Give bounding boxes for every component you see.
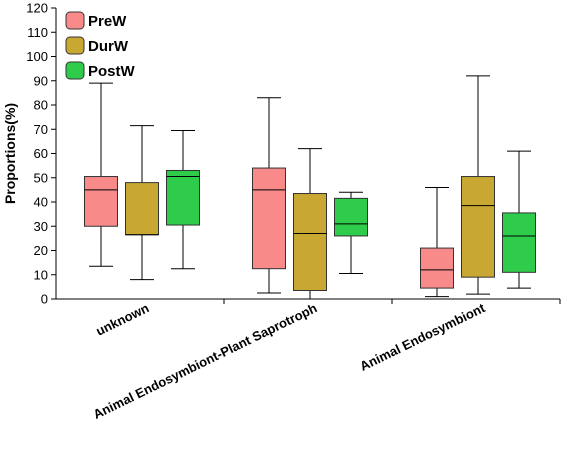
legend-swatch	[65, 36, 85, 55]
box-durw-1	[293, 148, 327, 300]
y-tick-label: 90	[34, 73, 48, 88]
y-tick-label: 120	[26, 1, 48, 16]
y-tick-label: 80	[34, 98, 48, 113]
box-iqr	[125, 182, 159, 236]
legend-label: PostW	[88, 63, 136, 80]
y-tick-label: 100	[26, 49, 48, 64]
y-tick-label: 50	[34, 170, 48, 185]
legend-item-prew: PreW	[65, 11, 127, 30]
y-tick-label: 0	[41, 292, 48, 307]
legend-item-postw: PostW	[65, 61, 136, 80]
x-category-label: unknown	[93, 300, 151, 339]
box-postw-0	[166, 129, 200, 270]
box-iqr	[293, 193, 327, 292]
box-iqr	[461, 176, 495, 278]
y-axis: 0 10 20 30 40 50 60 70 80 90 100 110 120	[26, 1, 57, 307]
box-iqr	[502, 212, 536, 273]
box-iqr	[252, 167, 286, 270]
box-plot-marks	[84, 75, 536, 300]
y-tick-label: 30	[34, 219, 48, 234]
box-iqr	[166, 169, 200, 226]
legend-label: PreW	[88, 13, 127, 30]
box-postw-1	[334, 191, 368, 275]
legend-label: DurW	[88, 38, 129, 55]
y-tick-label: 70	[34, 122, 48, 137]
legend-swatch	[65, 61, 85, 80]
y-tick-label: 110	[27, 25, 48, 40]
box-postw-2	[502, 150, 536, 289]
y-tick-label: 20	[34, 243, 48, 258]
legend: PreW DurW PostW	[65, 11, 136, 80]
box-prew-0	[84, 82, 118, 267]
x-category-label: Animal Endosymbiont	[357, 300, 488, 374]
box-iqr	[334, 197, 368, 237]
legend-swatch	[65, 11, 85, 30]
box-prew-1	[252, 97, 286, 294]
y-tick-label: 40	[34, 195, 48, 210]
y-axis-title: Proportions(%)	[2, 103, 18, 204]
box-prew-2	[420, 186, 454, 298]
box-durw-0	[125, 125, 159, 281]
box-durw-2	[461, 75, 495, 295]
box-iqr	[84, 176, 118, 227]
box-iqr	[420, 247, 454, 289]
y-tick-label: 10	[34, 267, 48, 282]
y-tick-label: 60	[34, 146, 48, 161]
legend-item-durw: DurW	[65, 36, 129, 55]
